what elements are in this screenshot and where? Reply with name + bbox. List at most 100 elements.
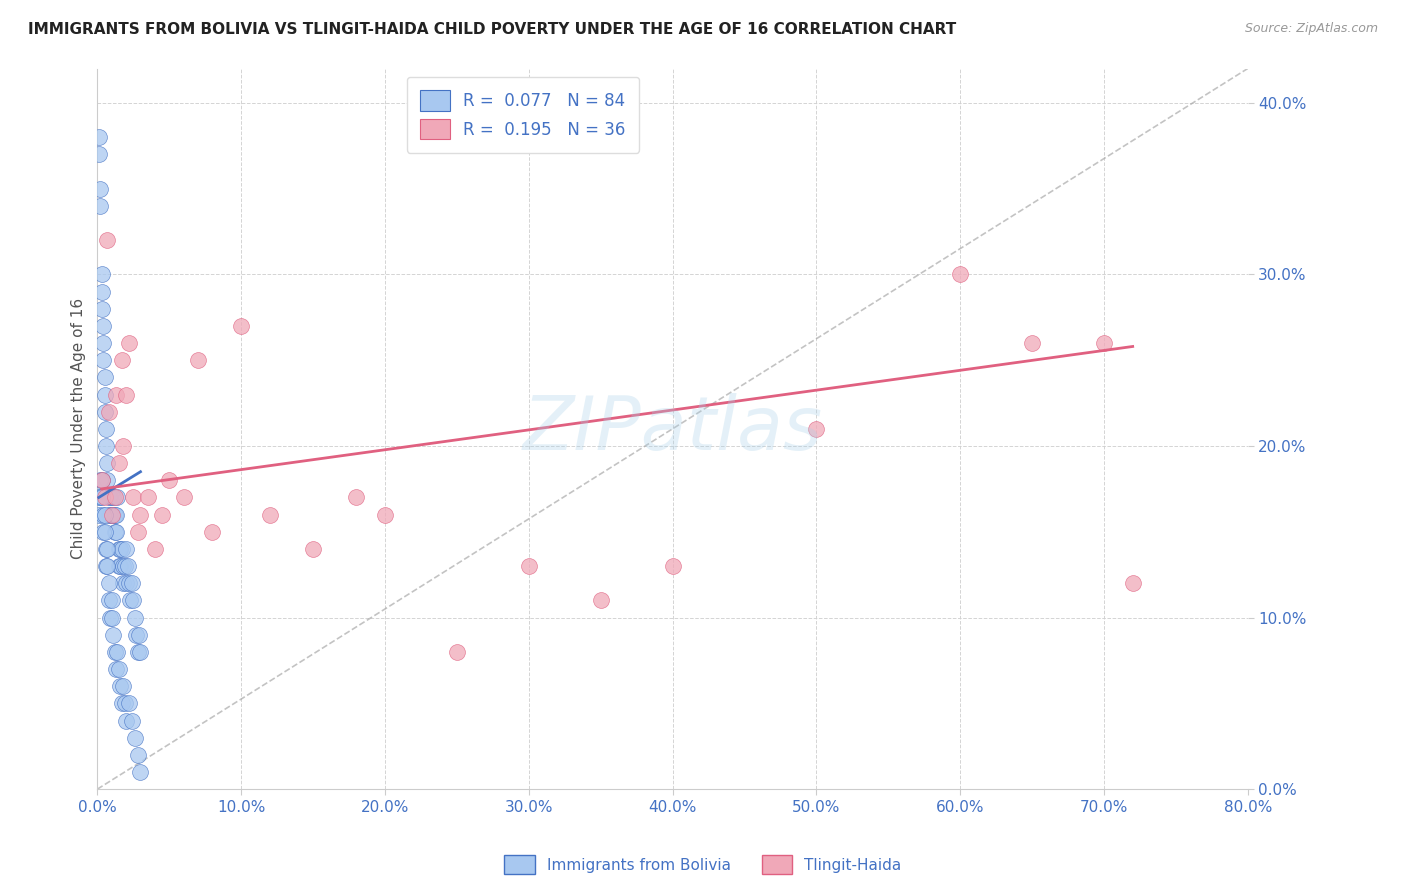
Point xyxy=(150,508,173,522)
Point xyxy=(118,576,141,591)
Point xyxy=(374,508,396,522)
Point xyxy=(111,697,134,711)
Point xyxy=(115,576,138,591)
Point xyxy=(96,233,118,247)
Point xyxy=(124,610,146,624)
Text: IMMIGRANTS FROM BOLIVIA VS TLINGIT-HAIDA CHILD POVERTY UNDER THE AGE OF 16 CORRE: IMMIGRANTS FROM BOLIVIA VS TLINGIT-HAIDA… xyxy=(28,22,956,37)
Point xyxy=(101,628,124,642)
Point xyxy=(114,559,136,574)
Point xyxy=(107,491,129,505)
Point xyxy=(112,439,135,453)
Point xyxy=(112,559,135,574)
Point xyxy=(101,508,124,522)
Point xyxy=(187,353,209,368)
Point xyxy=(93,508,115,522)
Text: Source: ZipAtlas.com: Source: ZipAtlas.com xyxy=(1244,22,1378,36)
Point xyxy=(93,524,115,539)
Point xyxy=(91,353,114,368)
Point xyxy=(117,559,139,574)
Point xyxy=(93,387,115,401)
Point xyxy=(446,645,468,659)
Point xyxy=(100,593,122,607)
Point xyxy=(105,662,128,676)
Point xyxy=(91,524,114,539)
Point xyxy=(115,541,138,556)
Point xyxy=(97,491,120,505)
Point xyxy=(96,473,118,487)
Point xyxy=(114,697,136,711)
Point xyxy=(129,508,152,522)
Point xyxy=(89,491,111,505)
Point xyxy=(129,645,152,659)
Point xyxy=(100,491,122,505)
Point xyxy=(125,628,148,642)
Point xyxy=(121,714,143,728)
Point xyxy=(128,628,150,642)
Point xyxy=(91,318,114,333)
Point xyxy=(96,456,118,470)
Text: ZIPatlas: ZIPatlas xyxy=(523,392,823,465)
Point xyxy=(104,491,127,505)
Point xyxy=(231,318,253,333)
Point xyxy=(90,285,112,299)
Point xyxy=(949,268,972,282)
Point xyxy=(122,491,145,505)
Point xyxy=(517,559,540,574)
Point xyxy=(108,541,131,556)
Point xyxy=(105,524,128,539)
Point xyxy=(98,508,121,522)
Point xyxy=(100,610,122,624)
Point xyxy=(87,130,110,145)
Point xyxy=(104,645,127,659)
Point xyxy=(127,645,149,659)
Point xyxy=(98,491,121,505)
Point xyxy=(110,559,132,574)
Point xyxy=(201,524,224,539)
Point xyxy=(89,199,111,213)
Legend: Immigrants from Bolivia, Tlingit-Haida: Immigrants from Bolivia, Tlingit-Haida xyxy=(498,849,908,880)
Point xyxy=(100,508,122,522)
Point xyxy=(110,679,132,693)
Point xyxy=(143,541,166,556)
Point xyxy=(112,576,135,591)
Point xyxy=(118,697,141,711)
Point xyxy=(110,541,132,556)
Point xyxy=(129,764,152,779)
Point xyxy=(94,559,117,574)
Point xyxy=(120,593,142,607)
Point xyxy=(108,559,131,574)
Point xyxy=(111,541,134,556)
Point xyxy=(87,508,110,522)
Point xyxy=(96,559,118,574)
Point xyxy=(91,508,114,522)
Point xyxy=(118,336,141,351)
Point xyxy=(157,473,180,487)
Point xyxy=(97,405,120,419)
Point xyxy=(108,662,131,676)
Point xyxy=(93,405,115,419)
Point xyxy=(89,181,111,195)
Point xyxy=(97,576,120,591)
Point xyxy=(93,491,115,505)
Point xyxy=(90,268,112,282)
Point xyxy=(107,645,129,659)
Point xyxy=(115,387,138,401)
Point xyxy=(90,301,112,316)
Point xyxy=(90,473,112,487)
Point xyxy=(806,422,828,436)
Point xyxy=(115,714,138,728)
Point xyxy=(122,593,145,607)
Point xyxy=(98,610,121,624)
Point xyxy=(127,524,149,539)
Point xyxy=(101,491,124,505)
Point xyxy=(108,456,131,470)
Point xyxy=(127,747,149,762)
Point xyxy=(121,576,143,591)
Point xyxy=(111,353,134,368)
Point xyxy=(104,508,127,522)
Point xyxy=(259,508,281,522)
Point xyxy=(90,473,112,487)
Point xyxy=(97,593,120,607)
Point xyxy=(96,541,118,556)
Y-axis label: Child Poverty Under the Age of 16: Child Poverty Under the Age of 16 xyxy=(72,298,86,559)
